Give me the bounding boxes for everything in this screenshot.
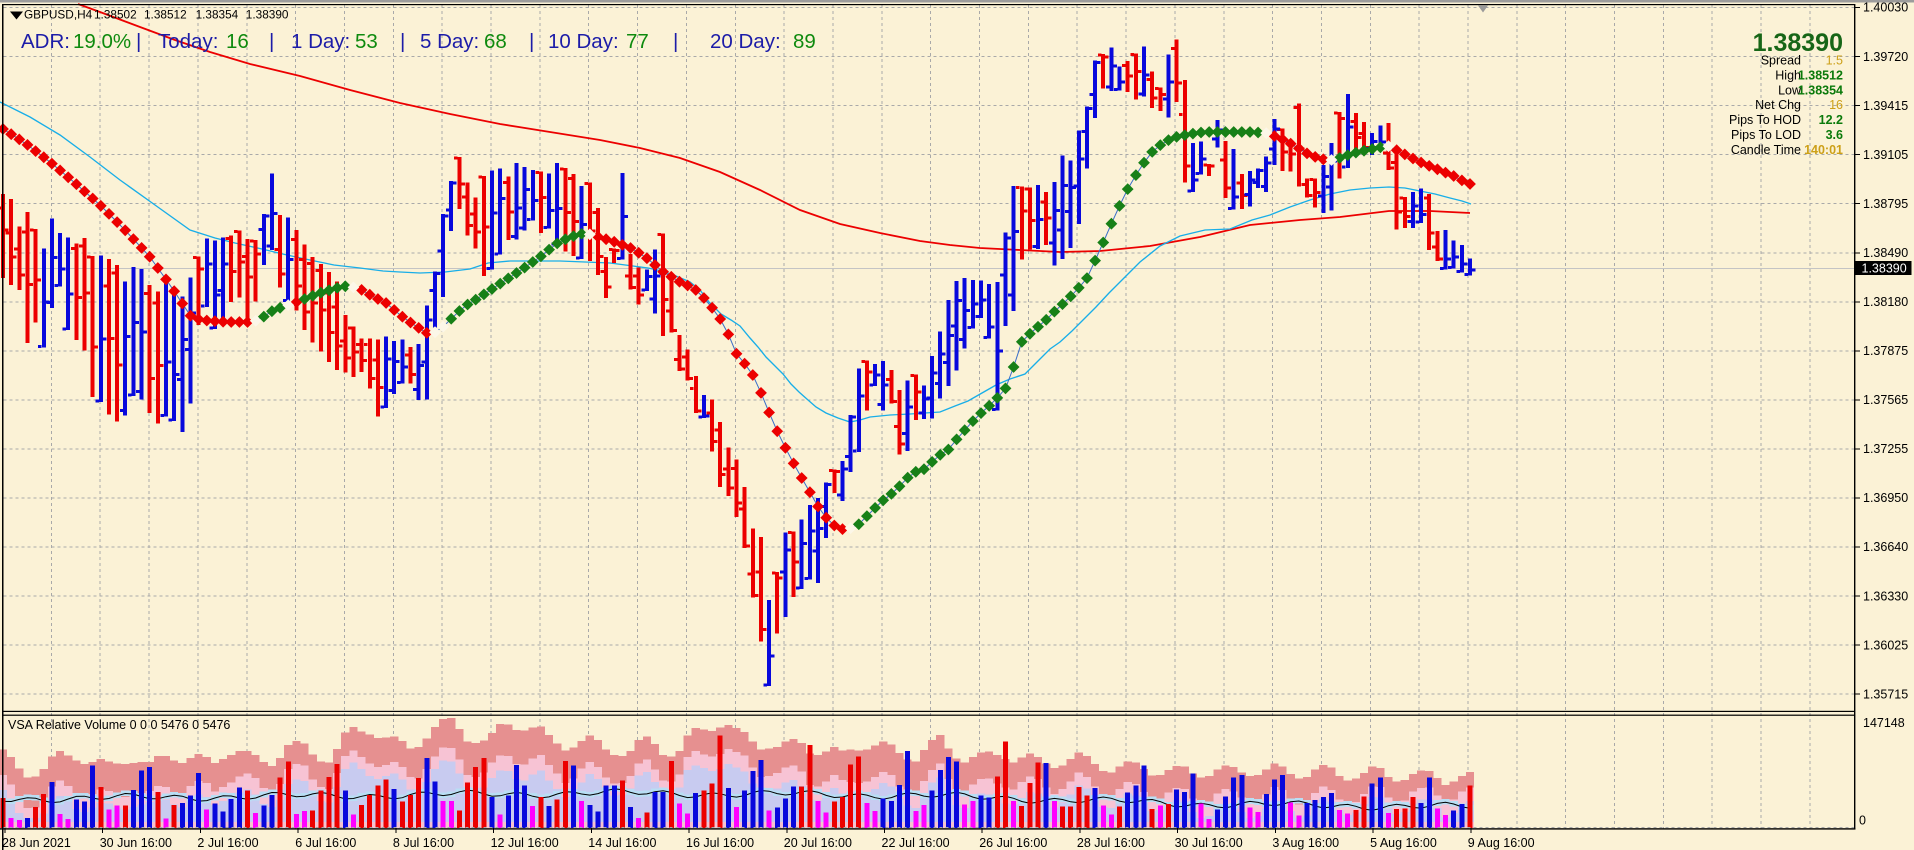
svg-text:|: | bbox=[673, 30, 678, 53]
svg-text:1.37255: 1.37255 bbox=[1863, 442, 1908, 456]
svg-text:VSA Relative Volume 0 0 0 5476: VSA Relative Volume 0 0 0 5476 0 5476 bbox=[8, 718, 230, 732]
svg-text:1.37565: 1.37565 bbox=[1863, 393, 1908, 407]
svg-text:1.38390: 1.38390 bbox=[246, 8, 289, 22]
svg-text:10 Day:: 10 Day: bbox=[548, 30, 619, 53]
svg-text:8 Jul 16:00: 8 Jul 16:00 bbox=[393, 836, 454, 850]
svg-text:Pips To HOD: Pips To HOD bbox=[1729, 113, 1801, 127]
svg-text:Low: Low bbox=[1778, 83, 1802, 97]
svg-text:GBPUSD,H4: GBPUSD,H4 bbox=[24, 8, 93, 22]
svg-text:1.39415: 1.39415 bbox=[1863, 99, 1908, 113]
svg-text:1.5: 1.5 bbox=[1826, 54, 1843, 68]
svg-text:ADR:: ADR: bbox=[21, 30, 70, 53]
svg-text:1.40030: 1.40030 bbox=[1863, 1, 1908, 15]
svg-text:16: 16 bbox=[1829, 98, 1843, 112]
svg-text:16 Jul 16:00: 16 Jul 16:00 bbox=[686, 836, 754, 850]
svg-text:Spread: Spread bbox=[1761, 54, 1801, 68]
svg-text:1.38795: 1.38795 bbox=[1863, 197, 1908, 211]
svg-text:9 Aug 16:00: 9 Aug 16:00 bbox=[1468, 836, 1535, 850]
svg-text:|: | bbox=[529, 30, 534, 53]
svg-text:1.38512: 1.38512 bbox=[1798, 68, 1843, 82]
svg-text:1.36025: 1.36025 bbox=[1863, 638, 1908, 652]
svg-text:|: | bbox=[136, 30, 141, 53]
svg-text:28 Jul 16:00: 28 Jul 16:00 bbox=[1077, 836, 1145, 850]
svg-text:20 Day:: 20 Day: bbox=[710, 30, 781, 53]
svg-text:1.38354: 1.38354 bbox=[196, 8, 239, 22]
svg-text:Pips To LOD: Pips To LOD bbox=[1731, 128, 1801, 142]
svg-text:1.36640: 1.36640 bbox=[1863, 540, 1908, 554]
svg-text:Net Chg: Net Chg bbox=[1755, 98, 1801, 112]
svg-text:|: | bbox=[269, 30, 274, 53]
svg-text:1.38390: 1.38390 bbox=[1753, 29, 1843, 57]
svg-text:1.39720: 1.39720 bbox=[1863, 50, 1908, 64]
svg-text:1 Day:: 1 Day: bbox=[291, 30, 350, 53]
svg-text:3.6: 3.6 bbox=[1826, 128, 1843, 142]
svg-text:0: 0 bbox=[1859, 814, 1866, 828]
svg-text:1.37875: 1.37875 bbox=[1863, 344, 1908, 358]
svg-text:14 Jul 16:00: 14 Jul 16:00 bbox=[588, 836, 656, 850]
svg-text:6 Jul 16:00: 6 Jul 16:00 bbox=[295, 836, 356, 850]
svg-text:Today:: Today: bbox=[158, 30, 218, 53]
svg-text:5 Aug 16:00: 5 Aug 16:00 bbox=[1370, 836, 1437, 850]
svg-text:1.36330: 1.36330 bbox=[1863, 589, 1908, 603]
svg-text:22 Jul 16:00: 22 Jul 16:00 bbox=[882, 836, 950, 850]
svg-text:68: 68 bbox=[484, 30, 507, 53]
svg-text:147148: 147148 bbox=[1863, 716, 1905, 730]
svg-text:19.0%: 19.0% bbox=[73, 30, 131, 53]
svg-text:26 Jul 16:00: 26 Jul 16:00 bbox=[979, 836, 1047, 850]
svg-text:1.36950: 1.36950 bbox=[1863, 491, 1908, 505]
svg-text:High: High bbox=[1775, 68, 1801, 82]
svg-text:1.38512: 1.38512 bbox=[144, 8, 187, 22]
svg-text:12.2: 12.2 bbox=[1819, 113, 1843, 127]
svg-text:20 Jul 16:00: 20 Jul 16:00 bbox=[784, 836, 852, 850]
svg-text:5 Day:: 5 Day: bbox=[420, 30, 479, 53]
svg-text:1.35715: 1.35715 bbox=[1863, 687, 1908, 701]
svg-text:140:01: 140:01 bbox=[1804, 143, 1843, 157]
svg-text:1.38390: 1.38390 bbox=[1862, 261, 1907, 275]
svg-text:1.38354: 1.38354 bbox=[1798, 83, 1843, 97]
svg-text:1.38502: 1.38502 bbox=[94, 8, 137, 22]
svg-text:1.38490: 1.38490 bbox=[1863, 246, 1908, 260]
svg-text:16: 16 bbox=[226, 30, 249, 53]
svg-text:Candle Time: Candle Time bbox=[1731, 143, 1801, 157]
svg-text:|: | bbox=[400, 30, 405, 53]
svg-text:53: 53 bbox=[355, 30, 378, 53]
svg-text:28 Jun 2021: 28 Jun 2021 bbox=[2, 836, 71, 850]
svg-text:3 Aug 16:00: 3 Aug 16:00 bbox=[1272, 836, 1339, 850]
svg-text:77: 77 bbox=[626, 30, 649, 53]
svg-text:89: 89 bbox=[793, 30, 816, 53]
svg-text:1.38180: 1.38180 bbox=[1863, 295, 1908, 309]
svg-text:30 Jul 16:00: 30 Jul 16:00 bbox=[1175, 836, 1243, 850]
svg-text:12 Jul 16:00: 12 Jul 16:00 bbox=[491, 836, 559, 850]
svg-text:2 Jul 16:00: 2 Jul 16:00 bbox=[197, 836, 258, 850]
svg-text:30 Jun 16:00: 30 Jun 16:00 bbox=[100, 836, 172, 850]
svg-text:1.39105: 1.39105 bbox=[1863, 148, 1908, 162]
